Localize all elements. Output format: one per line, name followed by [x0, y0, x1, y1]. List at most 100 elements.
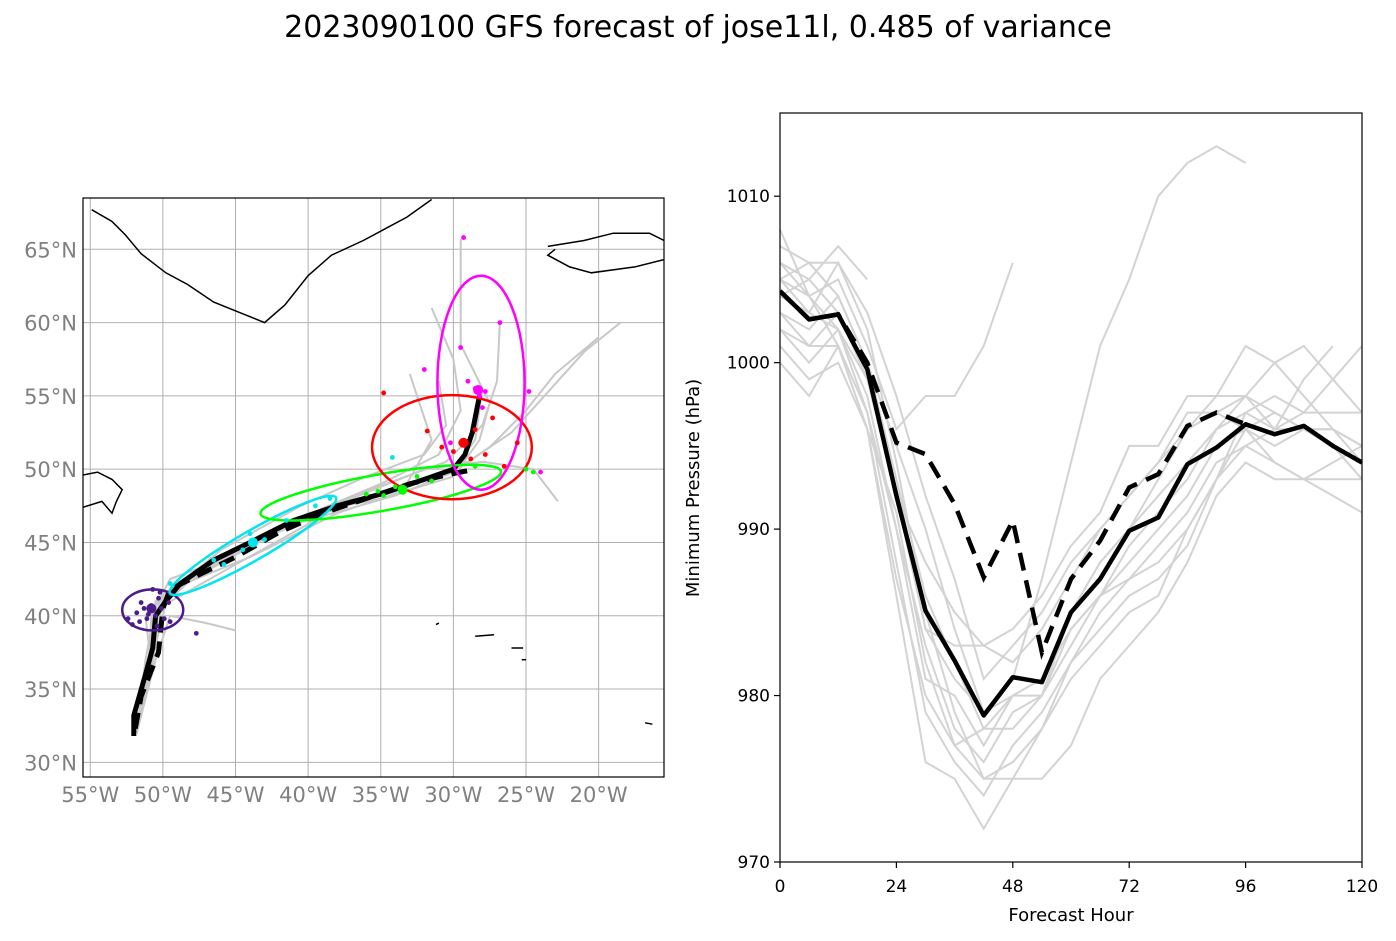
- member-position-dot: [156, 595, 161, 601]
- pressure-xtick-label: 48: [1002, 877, 1024, 897]
- member-pressure-line: [780, 229, 1362, 764]
- member-position-dot: [240, 547, 246, 553]
- map-frame: [82, 197, 665, 778]
- pressure-ytick-label: 1010: [727, 187, 770, 207]
- mean-pressure-solid-line: [780, 289, 1362, 718]
- member-position-dot: [465, 378, 471, 384]
- member-position-dot: [392, 484, 398, 490]
- member-position-dot: [137, 619, 143, 625]
- member-position-dot: [375, 488, 381, 494]
- coastline: [91, 198, 433, 324]
- member-position-dot: [154, 623, 160, 629]
- member-pressure-line: [780, 244, 869, 297]
- coastline: [83, 471, 124, 515]
- member-position-dot: [313, 503, 318, 509]
- spread-ellipse: [168, 494, 338, 597]
- member-pressure-line: [780, 343, 1362, 747]
- coastline: [547, 232, 664, 248]
- map-lon-tick-label: 40°W: [279, 783, 337, 807]
- member-pressure-line: [780, 245, 1362, 730]
- member-position-dot: [134, 610, 140, 616]
- map-gridlines: [83, 198, 664, 777]
- member-position-dot: [193, 630, 199, 636]
- member-position-dot: [480, 405, 485, 411]
- member-position-dot: [167, 581, 173, 586]
- pressure-ytick-label: 980: [738, 687, 770, 707]
- member-position-dot: [157, 589, 163, 595]
- pressure-ylabel: Minimum Pressure (hPa): [683, 379, 704, 597]
- member-position-dot: [501, 463, 507, 469]
- member-position-dot: [448, 440, 453, 446]
- member-position-dot: [482, 452, 488, 457]
- map-lon-tick-label: 30°W: [424, 783, 482, 807]
- map-lat-tick-label: 45°N: [24, 531, 77, 555]
- member-position-dot: [538, 469, 543, 475]
- member-position-dot: [262, 537, 267, 542]
- member-position-dot: [141, 606, 147, 611]
- mean-position-marker: [473, 385, 484, 396]
- member-position-dot: [283, 518, 289, 523]
- mean-position-marker: [397, 484, 408, 495]
- map-lat-tick-label: 40°N: [24, 605, 77, 629]
- member-position-dot: [424, 428, 430, 434]
- map-tick-labels: 55°W 50°W 45°W 40°W 35°W 30°W 25°W 20°W 30°N 35°N…: [24, 238, 628, 807]
- mean-position-marker: [146, 603, 157, 614]
- map-lat-tick-label: 55°N: [24, 385, 77, 409]
- pressure-xtick-label: 72: [1118, 877, 1140, 897]
- member-position-dot: [421, 367, 427, 372]
- ensemble-track: [135, 336, 600, 734]
- member-position-dot: [138, 600, 144, 605]
- spread-ellipse: [259, 463, 503, 522]
- coastline: [475, 634, 495, 638]
- member-position-dot: [468, 456, 474, 462]
- member-position-dot: [125, 616, 131, 622]
- pressure-xtick-label: 120: [1346, 877, 1378, 897]
- member-position-dot: [523, 466, 529, 472]
- member-position-dot: [490, 415, 496, 421]
- member-pressure-line: [780, 345, 1362, 831]
- mean-track-solid: [131, 395, 482, 736]
- member-position-dot: [439, 444, 445, 450]
- member-position-dot: [514, 440, 520, 446]
- member-pressure-line: [780, 312, 1362, 780]
- ensemble-track: [135, 322, 501, 734]
- pressure-xlabel: Forecast Hour: [1008, 905, 1134, 926]
- member-position-dot: [211, 557, 217, 563]
- member-position-dot: [381, 390, 387, 396]
- map-lon-tick-label: 35°W: [352, 783, 410, 807]
- pressure-plot-area: [780, 145, 1362, 831]
- map-lat-tick-label: 60°N: [24, 312, 77, 336]
- member-position-dot: [327, 496, 333, 501]
- member-position-dot: [472, 427, 478, 432]
- mean-track-dashed: [132, 466, 476, 730]
- ensemble-track: [135, 381, 448, 734]
- map-lon-tick-label: 45°W: [207, 783, 265, 807]
- map-plot-area: [83, 198, 664, 736]
- coastline: [644, 722, 653, 725]
- member-position-dot: [363, 491, 369, 497]
- map-lon-tick-label: 25°W: [497, 783, 555, 807]
- pressure-xtick-label: 0: [775, 877, 786, 897]
- member-pressure-line: [780, 261, 1362, 681]
- map-lat-tick-label: 35°N: [24, 678, 77, 702]
- pressure-ytick-label: 970: [738, 853, 770, 873]
- pressure-frame: [779, 112, 1363, 863]
- member-position-dot: [161, 616, 167, 622]
- member-pressure-line: [780, 260, 1362, 781]
- pressure-xtick-label: 24: [886, 877, 908, 897]
- map-lon-tick-label: 50°W: [134, 783, 192, 807]
- member-position-dot: [150, 586, 156, 592]
- pressure-axes: 970 980 990 1000 1010 0 24 48 72 96 120: [727, 187, 1378, 897]
- member-position-dot: [530, 469, 536, 475]
- member-pressure-line: [780, 145, 1247, 715]
- map-lat-tick-label: 50°N: [24, 458, 77, 482]
- member-position-dot: [482, 389, 488, 394]
- mean-position-marker: [458, 437, 469, 448]
- member-pressure-line: [780, 262, 1014, 432]
- member-position-dot: [461, 235, 466, 240]
- spread-ellipse: [370, 393, 534, 501]
- map-lon-tick-label: 20°W: [570, 783, 628, 807]
- ensemble-track: [135, 373, 433, 734]
- coastline: [435, 622, 440, 626]
